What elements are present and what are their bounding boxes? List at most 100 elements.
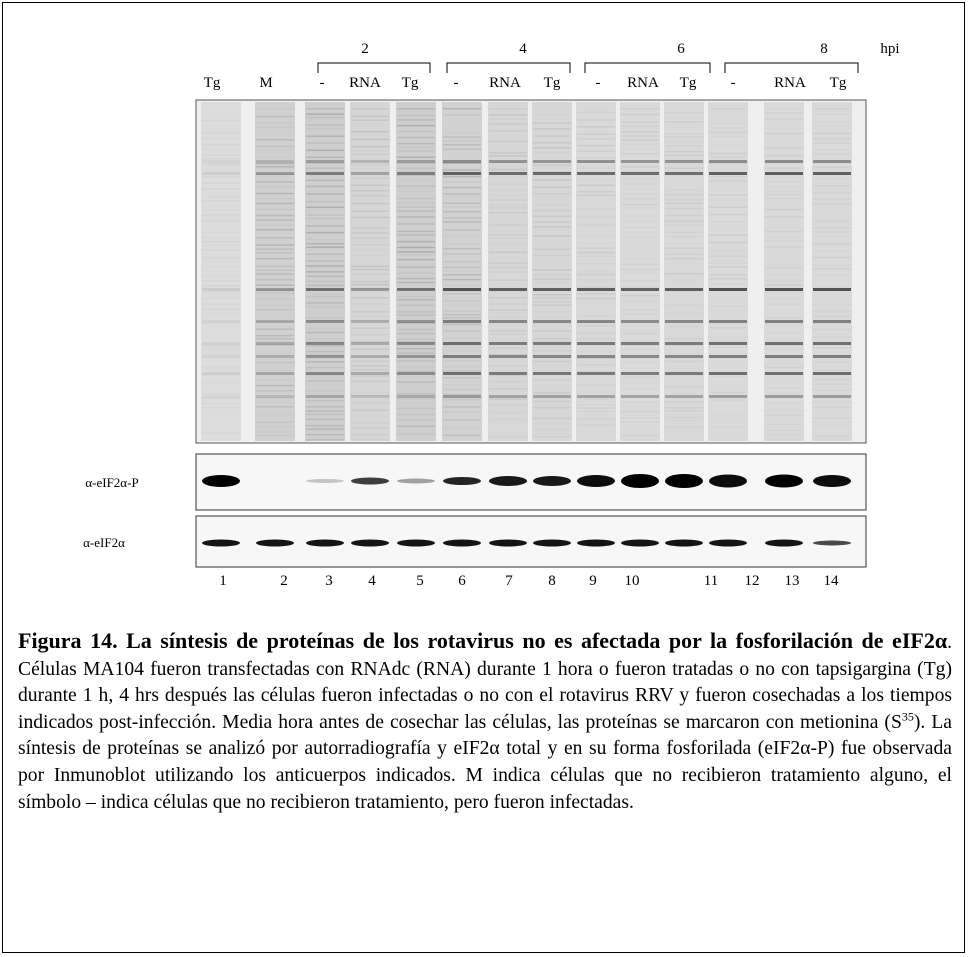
gel-band	[489, 347, 527, 349]
gel-band	[533, 235, 571, 237]
blot-band	[397, 478, 435, 484]
gel-band	[621, 355, 659, 358]
gel-band	[765, 320, 803, 323]
gel-band	[256, 126, 294, 128]
gel-band	[351, 311, 389, 313]
gel-band	[489, 237, 527, 239]
gel-band	[765, 125, 803, 127]
gel-band	[489, 313, 527, 315]
blot-band	[202, 539, 240, 547]
gel-band	[665, 207, 703, 210]
gel-band	[765, 288, 803, 291]
gel-band	[256, 197, 294, 200]
gel-band	[709, 439, 747, 441]
gel-band	[443, 310, 481, 312]
gel-band	[709, 346, 747, 348]
gel-band	[709, 392, 747, 394]
gel-band	[306, 418, 344, 421]
gel-band	[765, 410, 803, 412]
gel-band	[202, 279, 240, 282]
gel-band	[577, 256, 615, 257]
gel-band	[765, 240, 803, 242]
gel-band	[577, 180, 615, 182]
gel-band	[665, 199, 703, 201]
gel-band	[709, 274, 747, 276]
gel-band	[709, 152, 747, 155]
time-label: 6	[677, 41, 685, 57]
gel-band	[489, 374, 527, 377]
gel-band	[709, 376, 747, 378]
gel-band	[665, 439, 703, 441]
gel-band	[577, 355, 615, 358]
gel-band	[306, 433, 344, 436]
gel-band	[533, 337, 571, 340]
gel-band	[202, 330, 240, 332]
gel-band	[202, 390, 240, 392]
gel-band	[621, 332, 659, 335]
gel-band	[765, 340, 803, 342]
gel-band	[709, 200, 747, 202]
gel-band	[306, 350, 344, 353]
gel-band	[256, 352, 294, 354]
gel-band	[621, 372, 659, 375]
gel-band	[397, 160, 435, 163]
gel-band	[202, 313, 240, 315]
gel-band	[813, 172, 851, 175]
gel-band	[306, 284, 344, 287]
gel-band	[577, 433, 615, 435]
gel-band	[306, 342, 344, 345]
gel-band	[709, 363, 747, 365]
gel-band	[533, 146, 571, 149]
lane-number: 3	[325, 573, 333, 589]
gel-band	[397, 314, 435, 316]
gel-band	[202, 244, 240, 246]
gel-band	[665, 284, 703, 286]
gel-band	[306, 238, 344, 241]
gel-band	[306, 265, 344, 267]
gel-band	[533, 311, 571, 313]
gel-band	[533, 221, 571, 223]
bracket	[317, 62, 431, 73]
gel-lane	[442, 102, 482, 441]
gel-band	[306, 116, 344, 119]
gel-band	[533, 155, 571, 157]
gel-band	[533, 135, 571, 137]
gel-band	[256, 139, 294, 141]
gel-band	[443, 260, 481, 263]
gel-band	[577, 429, 615, 431]
gel-band	[489, 334, 527, 336]
gel-band	[533, 215, 571, 218]
gel-band	[621, 313, 659, 316]
gel-band	[397, 191, 435, 193]
gel-band	[202, 160, 240, 163]
gel-band	[577, 243, 615, 245]
gel-band	[533, 365, 571, 367]
gel-band	[351, 163, 389, 166]
gel-band	[577, 310, 615, 312]
gel-band	[709, 327, 747, 329]
gel-band	[397, 322, 435, 324]
gel-band	[443, 366, 481, 368]
gel-band	[709, 288, 747, 291]
gel-band	[709, 172, 747, 175]
lane-label: M	[259, 75, 272, 91]
gel-band	[765, 284, 803, 286]
gel-band	[665, 257, 703, 260]
gel-band	[813, 435, 851, 438]
gel-band	[621, 387, 659, 390]
gel-band	[256, 181, 294, 183]
gel-band	[443, 427, 481, 429]
gel-band	[577, 338, 615, 340]
lane-number: 8	[548, 573, 556, 589]
gel-band	[397, 299, 435, 301]
gel-band	[765, 434, 803, 436]
gel-band	[533, 269, 571, 271]
gel-band	[709, 395, 747, 398]
bracket	[584, 62, 711, 73]
gel-band	[621, 172, 659, 175]
gel-band	[533, 168, 571, 170]
gel-band	[665, 410, 703, 412]
gel-band	[665, 349, 703, 351]
gel-band	[665, 172, 703, 175]
gel-band	[202, 196, 240, 198]
